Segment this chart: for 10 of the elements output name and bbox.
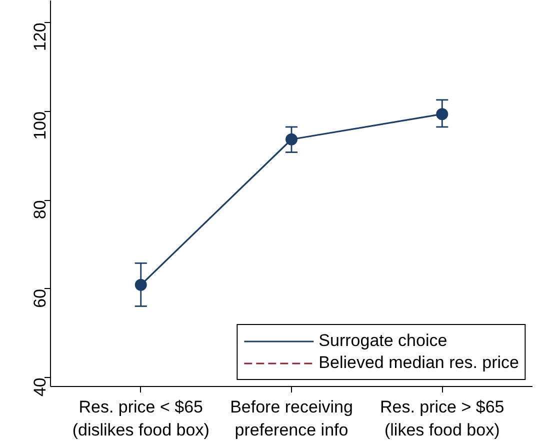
x-tick-label: Before receiving preference info — [230, 398, 353, 440]
x-tick-label: Res. price > $65 (likes food box) — [380, 398, 504, 440]
y-tick-label: 100 — [30, 111, 50, 140]
y-tick-label: 60 — [30, 288, 50, 308]
y-tick-label: 80 — [30, 200, 50, 220]
legend-label: Believed median res. price — [318, 353, 519, 373]
legend-label: Surrogate choice — [318, 331, 448, 351]
y-tick-label: 40 — [30, 378, 50, 397]
x-tick-label: Res. price < $65 (dislikes food box) — [72, 398, 210, 440]
y-tick-label: 120 — [30, 22, 50, 52]
